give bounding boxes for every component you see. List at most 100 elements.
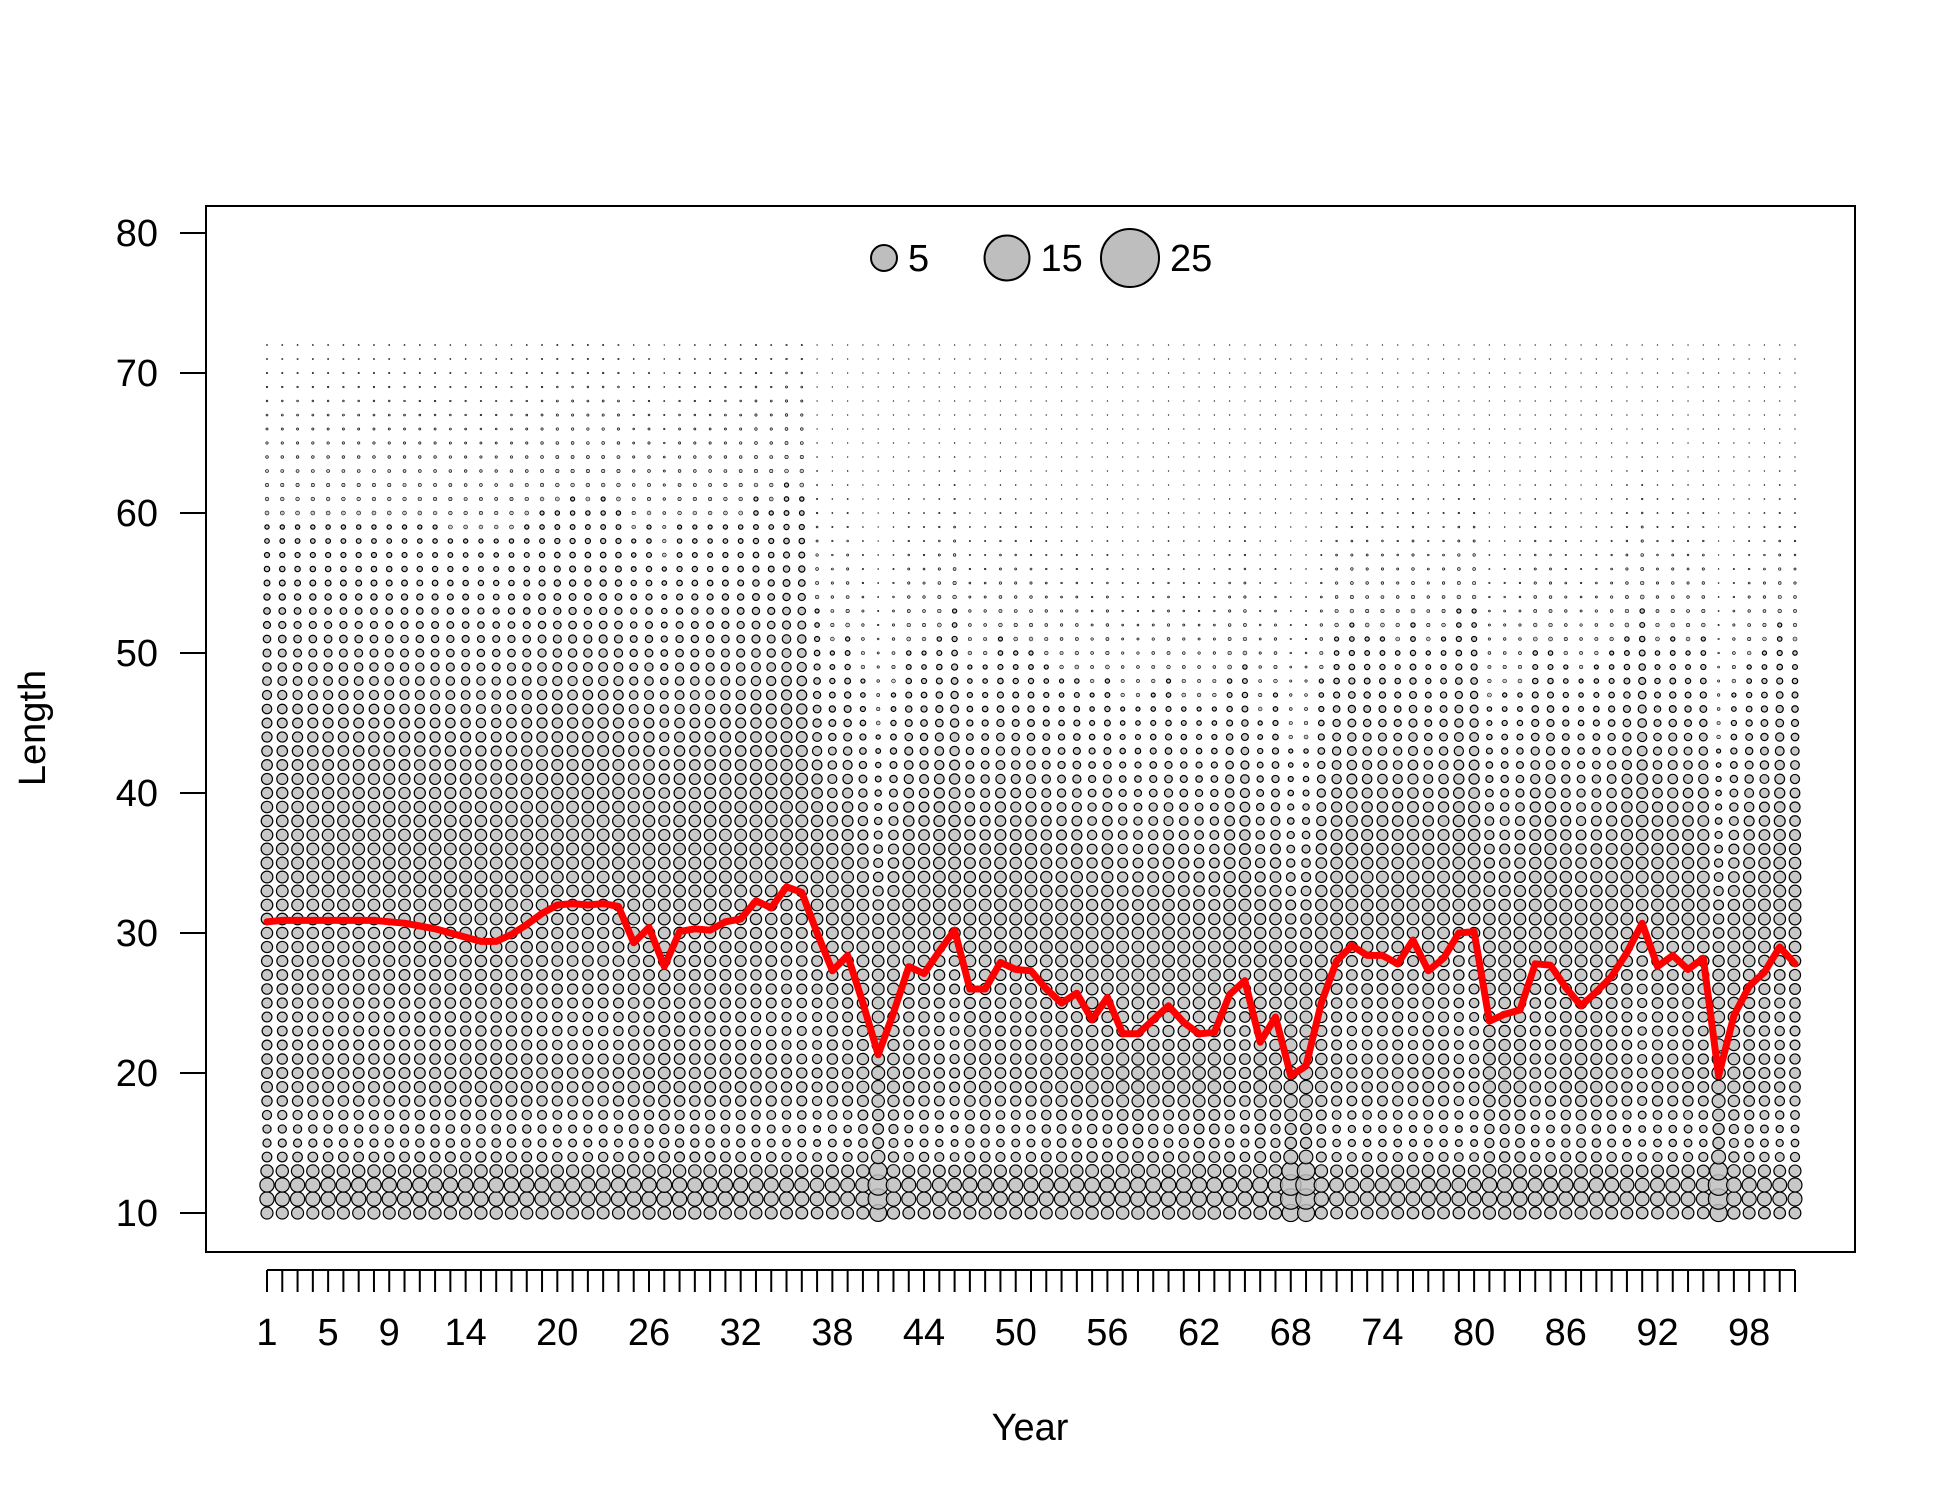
bubble-point	[826, 982, 839, 996]
bubble-point	[1015, 386, 1017, 388]
bubble-point	[597, 955, 610, 967]
bubble-point	[892, 344, 895, 346]
bubble-point	[719, 1095, 732, 1107]
bubble-point	[434, 372, 437, 374]
bubble-point	[969, 470, 971, 472]
bubble-point	[1305, 596, 1307, 598]
bubble-point	[505, 731, 517, 743]
bubble-point	[311, 427, 315, 431]
bubble-point	[1239, 1151, 1251, 1163]
bubble-point	[1055, 1010, 1068, 1024]
bubble-point	[509, 524, 514, 530]
bubble-point	[551, 926, 564, 940]
bubble-point	[1363, 677, 1371, 685]
bubble-point	[997, 636, 1004, 642]
bubble-point	[1361, 983, 1374, 995]
bubble-point	[862, 540, 864, 542]
bubble-point	[1132, 857, 1144, 869]
bubble-point	[1210, 775, 1219, 783]
bubble-point	[367, 1080, 380, 1094]
bubble-point	[373, 358, 375, 360]
bubble-point	[1335, 400, 1338, 402]
bubble-point	[1396, 581, 1400, 585]
bubble-point	[901, 1191, 917, 1207]
bubble-point	[601, 482, 606, 488]
bubble-point	[1210, 788, 1219, 798]
bubble-point	[1177, 1066, 1191, 1080]
bubble-point	[857, 857, 869, 869]
bubble-point	[902, 926, 916, 940]
bubble-point	[1437, 1053, 1450, 1065]
bubble-point	[810, 828, 824, 842]
bubble-point	[658, 1052, 671, 1066]
bubble-point	[1345, 926, 1359, 940]
bubble-point	[781, 1026, 792, 1036]
bubble-point	[293, 620, 302, 630]
bubble-point	[1315, 829, 1327, 841]
bubble-point	[475, 773, 487, 785]
bubble-point	[1213, 358, 1216, 360]
bubble-point	[1056, 1109, 1068, 1121]
bubble-point	[980, 746, 990, 756]
bubble-point	[1259, 582, 1262, 584]
bubble-point	[296, 344, 299, 346]
bubble-point	[691, 593, 699, 601]
bubble-point	[1191, 1177, 1208, 1193]
bubble-point	[738, 455, 743, 459]
bubble-point	[721, 634, 730, 644]
bubble-point	[1335, 525, 1338, 529]
bubble-point	[1225, 746, 1234, 756]
bubble-point	[1423, 760, 1434, 770]
bubble-point	[842, 759, 853, 771]
bubble-point	[446, 621, 455, 629]
bubble-point	[601, 469, 606, 473]
bubble-point	[1101, 1109, 1113, 1121]
bubble-point	[382, 800, 396, 814]
bubble-point	[1162, 1109, 1175, 1121]
bubble-point	[952, 567, 957, 571]
bubble-point	[444, 1080, 457, 1094]
bubble-point	[933, 1067, 946, 1079]
bubble-point	[999, 344, 1002, 346]
bubble-point	[1072, 1124, 1082, 1134]
bubble-point	[1045, 498, 1048, 500]
bubble-point	[720, 648, 730, 658]
bubble-point	[631, 524, 636, 530]
bubble-point	[1055, 982, 1068, 996]
bubble-point	[1025, 1053, 1037, 1065]
bubble-point	[1076, 484, 1078, 486]
bubble-point	[642, 772, 656, 786]
bubble-point	[1407, 1011, 1419, 1023]
bubble-point	[478, 524, 484, 530]
bubble-point	[702, 1191, 718, 1207]
bubble-point	[553, 565, 561, 573]
bubble-point	[612, 772, 625, 786]
bubble-point	[430, 676, 440, 686]
bubble-point	[643, 717, 655, 729]
bubble-point	[785, 357, 788, 361]
bubble-point	[550, 842, 564, 856]
bubble-point	[1437, 898, 1451, 912]
bubble-point	[428, 800, 442, 814]
bubble-point	[1132, 1137, 1144, 1149]
bubble-point	[644, 634, 654, 644]
bubble-point	[474, 1053, 487, 1065]
bubble-point	[1086, 1123, 1098, 1135]
bubble-point	[1332, 691, 1341, 699]
bubble-point	[382, 814, 396, 828]
bubble-point	[1117, 871, 1129, 883]
bubble-point	[535, 814, 549, 828]
bubble-point	[1239, 1095, 1251, 1107]
bubble-point	[1106, 512, 1109, 514]
bubble-point	[1346, 1053, 1358, 1065]
bubble-point	[1377, 732, 1387, 742]
bubble-point	[1365, 581, 1369, 585]
bubble-point	[1206, 1191, 1223, 1207]
bubble-point	[309, 593, 317, 601]
bubble-point	[337, 745, 350, 757]
bubble-point	[1146, 1164, 1161, 1178]
bubble-point	[276, 983, 289, 995]
bubble-point	[693, 413, 697, 417]
bubble-point	[703, 1206, 717, 1220]
bubble-point	[429, 772, 442, 786]
